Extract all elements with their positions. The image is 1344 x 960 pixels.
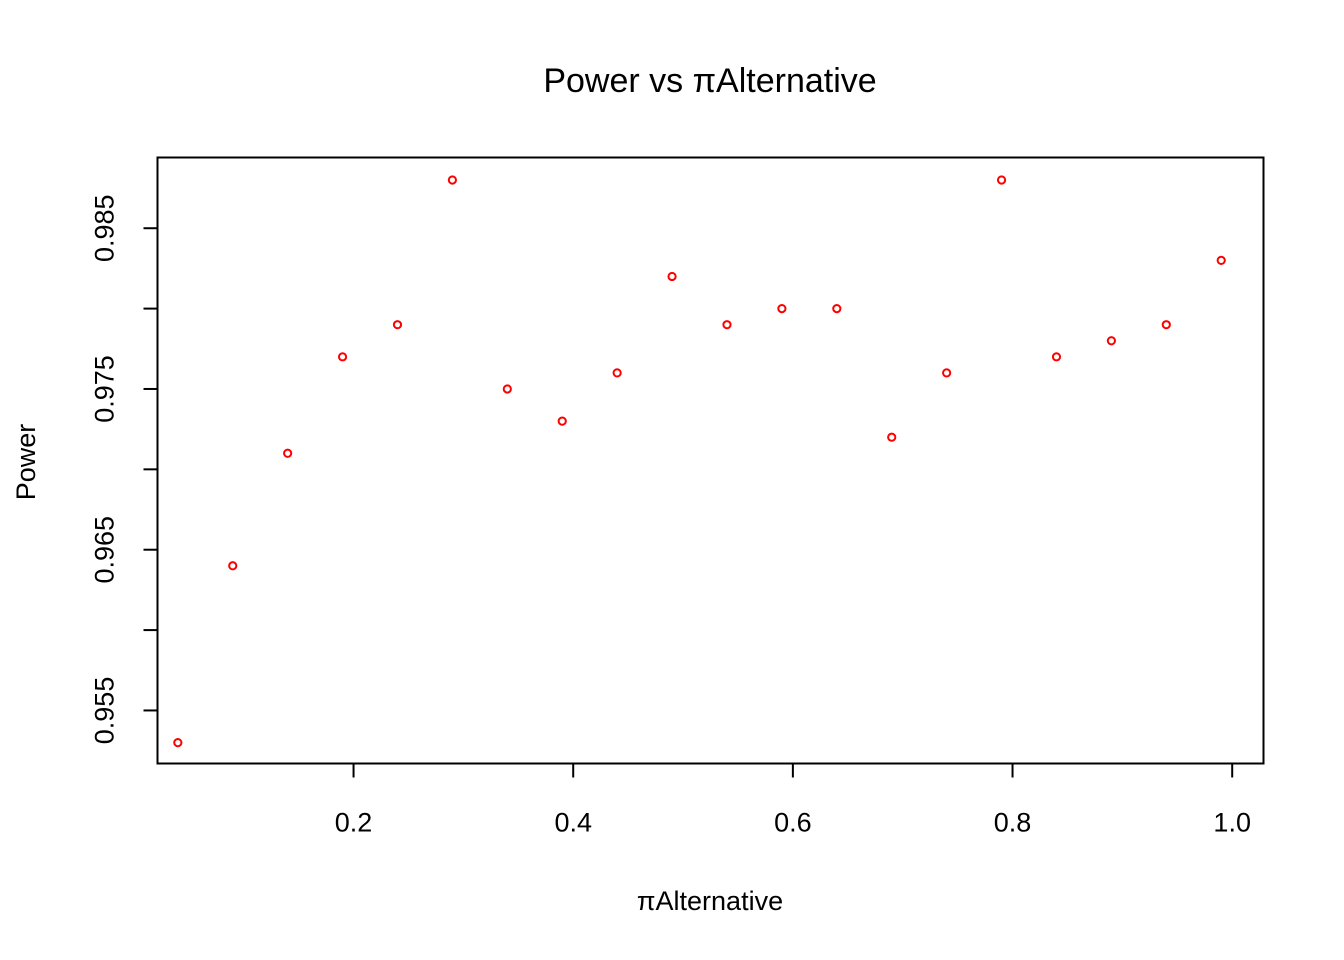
chart-title: Power vs πAlternative [543,62,876,100]
data-point [392,320,403,330]
data-point [612,368,622,378]
y-axis: 0.955 0.965 0.975 0.985 [90,194,159,745]
data-point [1161,320,1171,330]
data-point [228,561,238,571]
data-point [447,175,457,185]
y-tick-label: 0.975 [90,355,120,423]
data-point [1216,255,1226,265]
data-point [283,448,293,458]
x-axis: 0.2 0.4 0.6 0.8 1.0 [335,762,1251,838]
y-tick-label: 0.955 [90,677,120,745]
data-point [557,416,567,426]
x-axis-label: πAlternative [637,886,783,916]
x-tick-label: 1.0 [1213,808,1251,838]
x-tick-label: 0.6 [774,808,812,838]
data-point [337,352,348,362]
data-points [173,175,1226,748]
y-tick-label: 0.985 [90,194,120,262]
x-tick-label: 0.2 [335,808,373,838]
data-point [832,303,842,314]
data-point [996,175,1007,185]
plot-frame [156,156,1265,765]
data-point [942,368,952,378]
y-tick-label: 0.965 [90,516,120,584]
data-point [722,320,732,330]
data-point [502,384,512,394]
data-point [1106,336,1116,346]
data-point [667,271,677,282]
x-tick-label: 0.4 [554,808,592,838]
data-point [777,303,787,314]
data-point [887,432,897,442]
x-tick-label: 0.8 [994,808,1032,838]
data-point [1051,352,1062,362]
y-axis-label: Power [11,424,41,501]
data-point [173,738,183,748]
